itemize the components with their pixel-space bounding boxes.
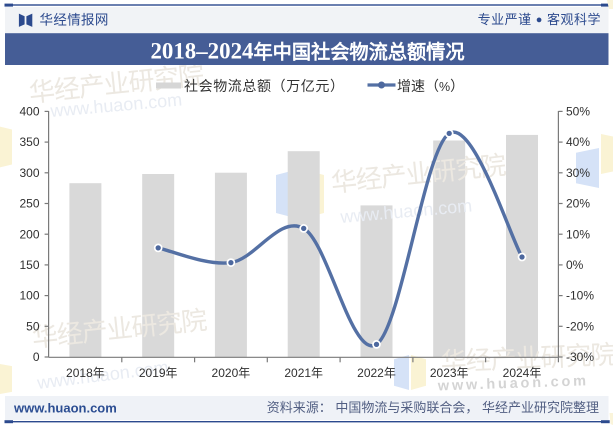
svg-text:社会物流总额（万亿元）: 社会物流总额（万亿元） bbox=[184, 78, 345, 94]
svg-text:100: 100 bbox=[19, 289, 39, 303]
svg-text:200: 200 bbox=[19, 227, 39, 241]
svg-text:2019年: 2019年 bbox=[139, 366, 178, 380]
svg-text:0: 0 bbox=[33, 350, 40, 364]
svg-text:2018–2024年中国社会物流总额情况: 2018–2024年中国社会物流总额情况 bbox=[150, 39, 464, 64]
svg-text:300: 300 bbox=[19, 166, 39, 180]
svg-text:专业严谨 ● 客观科学: 专业严谨 ● 客观科学 bbox=[478, 12, 601, 27]
svg-text:2024年: 2024年 bbox=[503, 366, 542, 380]
svg-text:0%: 0% bbox=[566, 258, 584, 272]
svg-text:2022年: 2022年 bbox=[357, 366, 396, 380]
svg-text:2018年: 2018年 bbox=[66, 366, 105, 380]
svg-text:2023年: 2023年 bbox=[430, 366, 469, 380]
svg-text:增速（%）: 增速（%） bbox=[397, 78, 464, 94]
svg-text:250: 250 bbox=[19, 197, 39, 211]
svg-text:400: 400 bbox=[19, 105, 39, 119]
svg-text:10%: 10% bbox=[566, 227, 590, 241]
svg-text:www.huaon.com: www.huaon.com bbox=[437, 373, 590, 394]
svg-text:-30%: -30% bbox=[566, 350, 594, 364]
svg-text:华经产业研究院: 华经产业研究院 bbox=[440, 339, 613, 377]
svg-text:华经情报网: 华经情报网 bbox=[40, 13, 109, 28]
svg-text:50%: 50% bbox=[566, 105, 590, 119]
svg-text:2020年: 2020年 bbox=[212, 366, 251, 380]
svg-text:30%: 30% bbox=[566, 166, 590, 180]
svg-text:-10%: -10% bbox=[566, 289, 594, 303]
svg-text:-20%: -20% bbox=[566, 319, 594, 333]
svg-text:150: 150 bbox=[19, 258, 39, 272]
svg-text:40%: 40% bbox=[566, 135, 590, 149]
svg-text:50: 50 bbox=[26, 319, 40, 333]
svg-text:资料来源： 中国物流与采购联合会， 华经产业研究院整理: 资料来源： 中国物流与采购联合会， 华经产业研究院整理 bbox=[267, 400, 599, 415]
svg-text:2021年: 2021年 bbox=[284, 366, 323, 380]
svg-text:350: 350 bbox=[19, 135, 39, 149]
svg-text:www.huaon.com: www.huaon.com bbox=[13, 401, 117, 416]
svg-text:20%: 20% bbox=[566, 197, 590, 211]
